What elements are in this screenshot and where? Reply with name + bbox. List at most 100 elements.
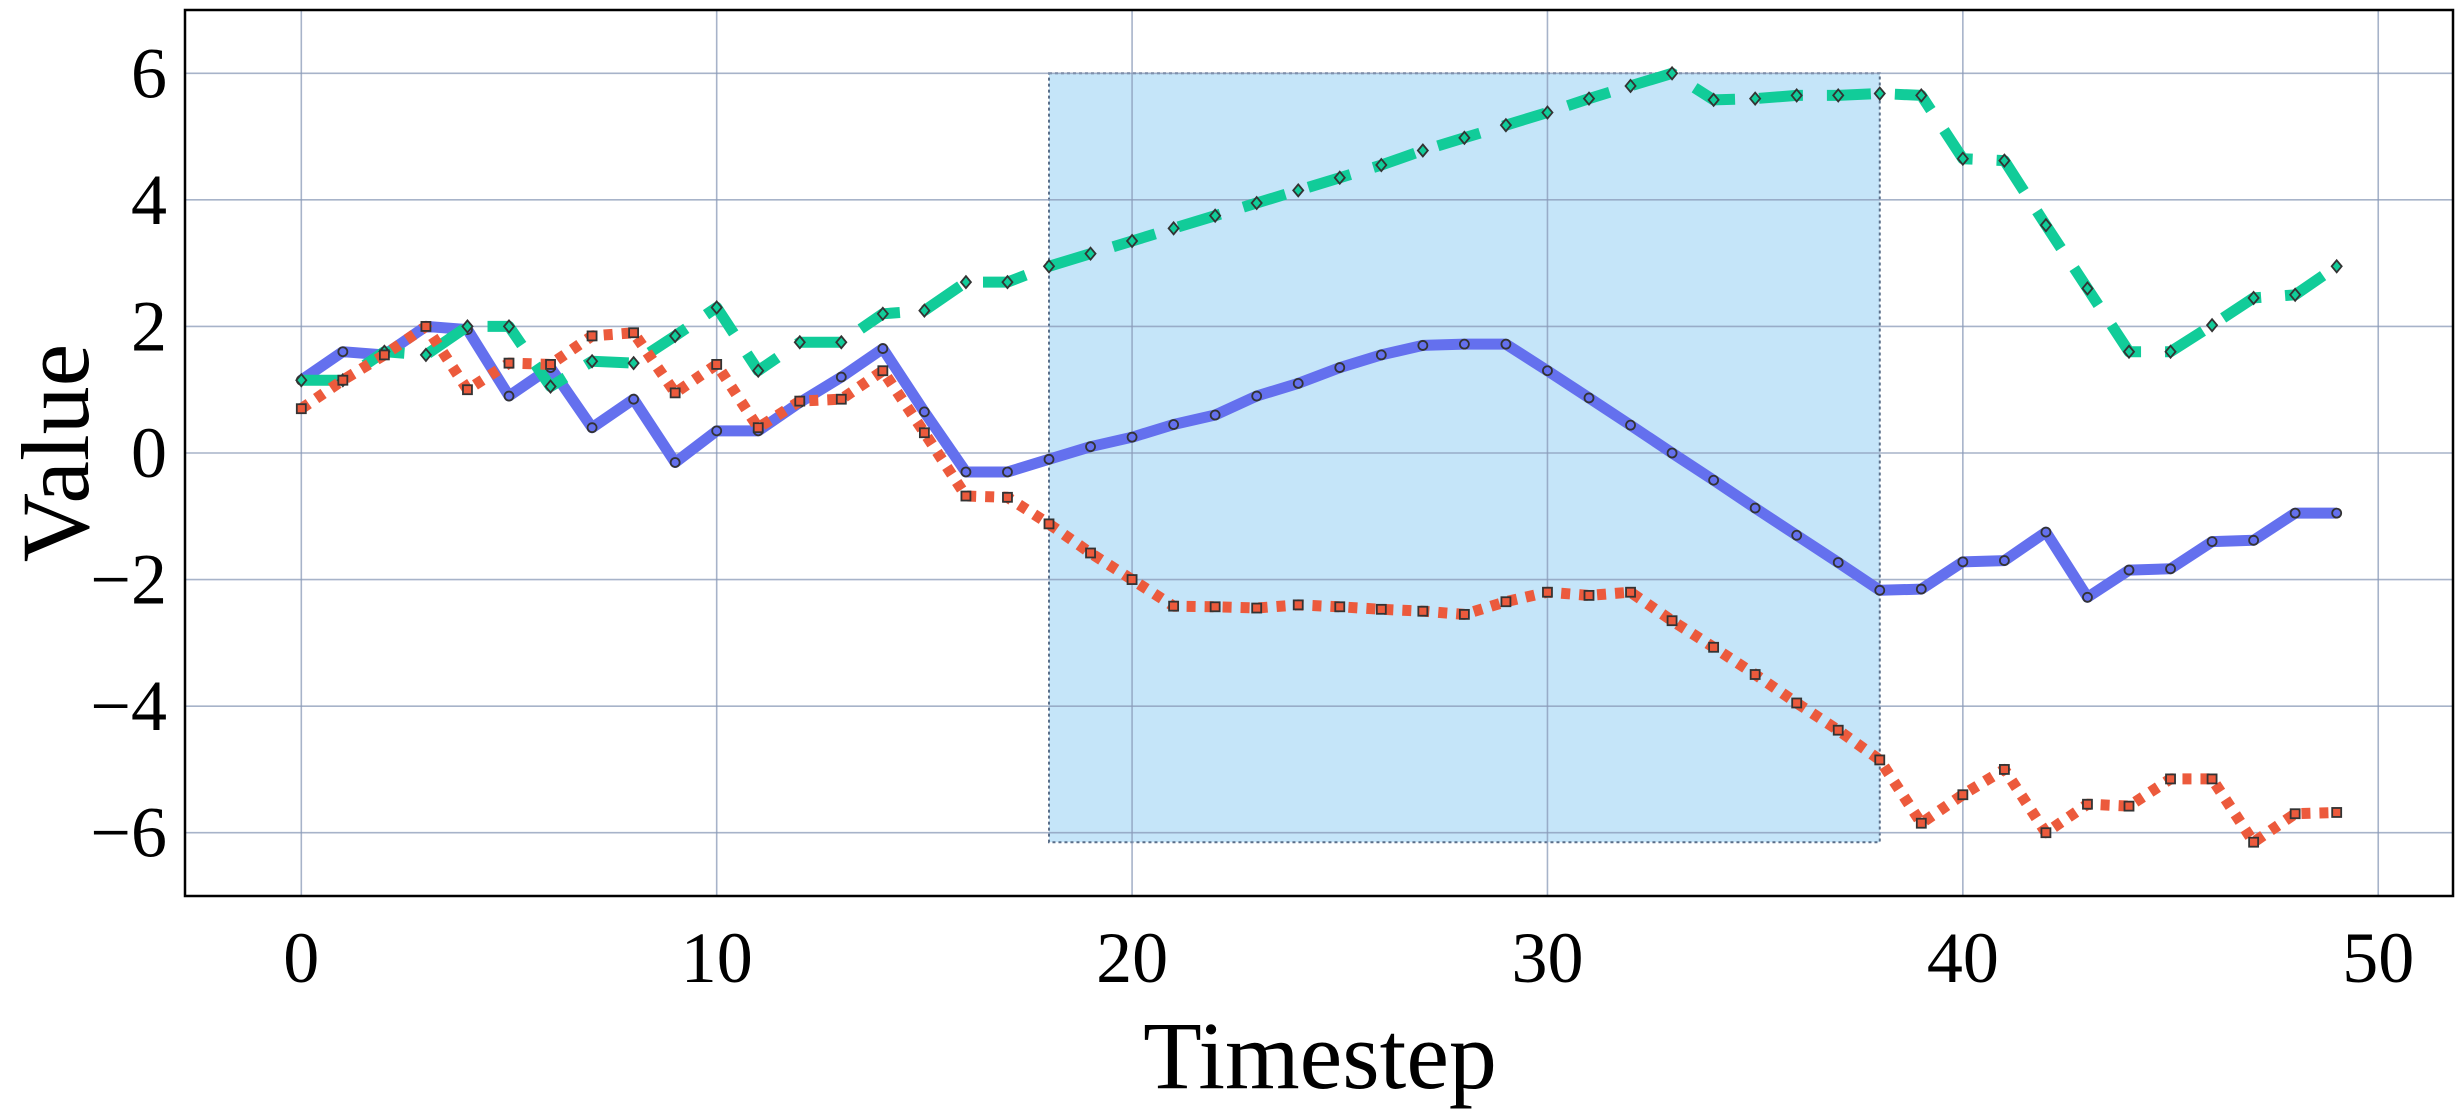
data-point [2206,536,2218,547]
data-point [1791,529,1803,541]
data-point [1334,601,1346,613]
data-point [1250,195,1263,211]
data-point [1998,153,2011,169]
data-point [2040,526,2052,538]
data-point [503,357,515,369]
data-point [1873,86,1886,101]
data-point [1375,349,1387,361]
series-dashed [295,65,2343,394]
data-point [1126,574,1138,585]
data-point [669,387,681,399]
data-point [2205,317,2219,333]
x-tick-label: 0 [283,918,319,998]
x-tick-label: 40 [1927,918,1999,998]
data-point [2289,808,2301,820]
y-tick-label: −4 [90,666,167,746]
data-point [461,319,474,334]
y-tick-label: −2 [90,540,167,620]
data-point [1541,105,1554,120]
data-point [2165,563,2176,575]
data-point [1334,362,1346,373]
series-dotted [295,320,2343,848]
plot-frame [183,8,2455,898]
data-point [2288,287,2302,303]
data-point [1998,555,2010,566]
data-point [503,390,515,402]
data-series [295,65,2343,848]
x-axis-title: Timestep [1143,1002,1497,1109]
data-point [2289,507,2301,519]
data-point [1292,182,1305,198]
data-point [1915,817,1927,829]
data-point [1500,338,1512,350]
data-point [1542,586,1553,598]
data-point [1416,143,1430,158]
data-point [1791,697,1803,709]
data-point [1167,220,1180,236]
x-tick-labels: 0 10 20 30 40 50 [283,918,2414,998]
data-point [711,425,723,437]
data-point [1417,340,1429,351]
data-point [918,303,931,319]
y-tick-label: 0 [131,413,167,493]
data-point [1957,789,1969,801]
x-tick-label: 50 [2342,918,2414,998]
data-point [2248,534,2260,546]
data-point [960,490,972,502]
data-point [1085,441,1096,453]
data-point [960,466,972,478]
data-point [1957,556,1969,568]
y-tick-label: −6 [90,793,167,873]
data-point [1001,274,1014,290]
data-point [752,422,764,434]
y-tick-labels: −6 −4 −2 0 2 4 6 [90,33,167,872]
data-point [1209,601,1221,613]
data-point [668,328,682,344]
data-point [1208,208,1222,224]
data-point [1583,392,1595,404]
data-point [793,334,806,350]
data-point [2123,564,2135,576]
data-point [586,330,598,342]
data-point [1043,453,1055,465]
data-point [544,379,557,394]
data-point [1956,151,1970,167]
data-point [295,403,307,415]
x-tick-label: 30 [1511,918,1583,998]
data-point [1251,602,1263,614]
data-point [502,319,516,334]
y-tick-label: 2 [131,286,167,366]
data-point [1333,170,1346,186]
data-point [1499,117,1513,133]
data-point [2248,836,2260,848]
data-point [1458,608,1470,620]
data-point [1915,88,1928,103]
data-point [628,393,640,405]
data-point [627,355,640,371]
data-point [419,347,433,363]
data-point [1832,724,1844,736]
data-point [1292,377,1304,389]
data-point [877,365,889,377]
data-point [1874,754,1886,766]
data-point [1708,474,1720,486]
data-point [462,384,473,396]
data-point [545,358,556,370]
data-point [1915,583,1927,595]
data-point [2206,773,2218,785]
data-point [1251,390,1263,402]
data-point [1707,92,1720,108]
data-point [669,457,681,468]
data-point [1375,157,1388,173]
data-point [1084,246,1097,262]
data-point [420,321,432,332]
data-point [710,300,723,315]
data-point [2082,591,2093,603]
data-point [295,372,308,388]
data-point [585,353,599,369]
data-point [1625,586,1636,598]
data-point [2331,507,2343,519]
data-point [835,393,847,405]
data-point [1168,419,1180,430]
